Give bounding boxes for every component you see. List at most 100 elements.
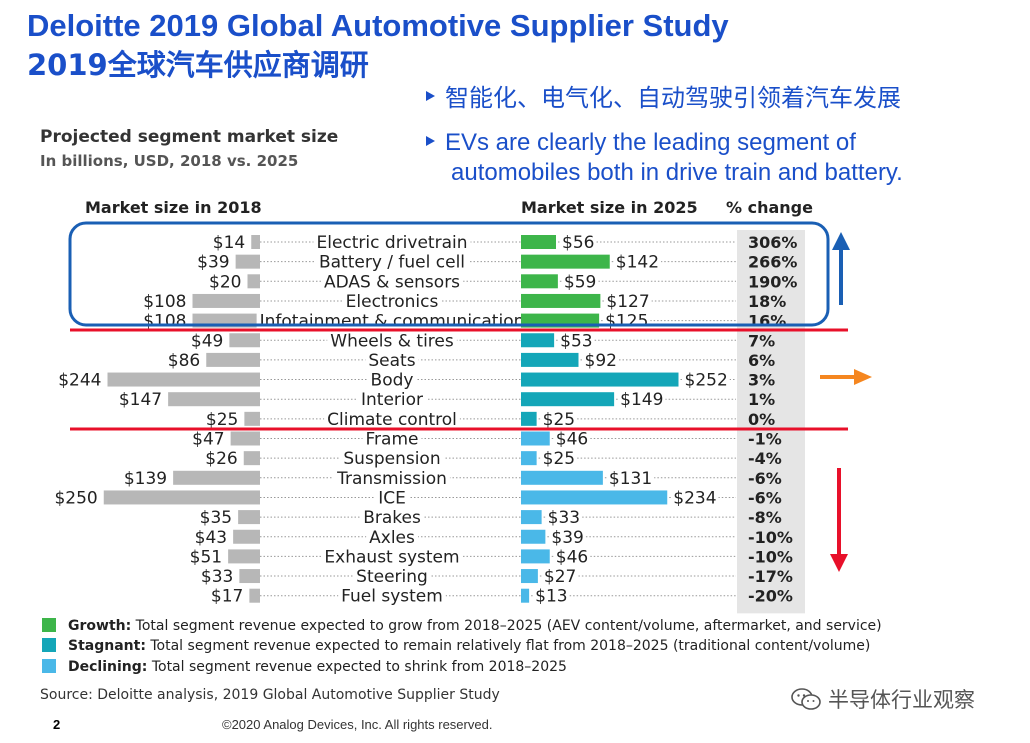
- bar-label-background: [560, 233, 597, 253]
- bar-label-background: [561, 272, 599, 293]
- bar-2025: [521, 470, 603, 485]
- bar-label-2025: $127: [606, 292, 649, 312]
- bar-2025: [521, 254, 610, 269]
- bar-label-background: [604, 291, 652, 312]
- bar-2025: [521, 274, 558, 289]
- bar-2025: [521, 569, 538, 584]
- bar-2025: [521, 510, 542, 525]
- bar-2018: [233, 529, 260, 544]
- chart-subtitle: In billions, USD, 2018 vs. 2025: [40, 152, 299, 170]
- legend-declining-text: Total segment revenue expected to shrink…: [151, 659, 567, 675]
- bar-label-2025: $25: [543, 410, 575, 430]
- triangle-bullet-icon: [426, 135, 435, 146]
- bar-label-2018: $108: [143, 292, 186, 312]
- growth-highlight-box: [68, 221, 830, 327]
- pct-change-background: [737, 230, 805, 614]
- bar-label-2018: $139: [124, 469, 167, 489]
- bar-2018: [243, 451, 260, 466]
- bar-label-background: [558, 331, 595, 352]
- category-label-background: [333, 468, 450, 489]
- bullet-text-2b: automobiles both in drive train and batt…: [451, 159, 903, 186]
- category-label-background: [353, 567, 431, 588]
- bar-2018: [107, 372, 260, 387]
- bar-2025: [521, 392, 615, 407]
- copyright-notice: ©2020 Analog Devices, Inc. All rights re…: [222, 717, 493, 732]
- page-title-chinese: 2019全球汽车供应商调研: [27, 48, 369, 82]
- bar-label-2025: $149: [620, 390, 663, 410]
- pct-change-value: 0%: [748, 410, 775, 429]
- bar-label-background: [541, 567, 579, 588]
- category-label: Interior: [361, 390, 423, 410]
- category-label-background: [365, 350, 419, 371]
- legend-growth: Growth: Total segment revenue expected t…: [42, 618, 882, 634]
- pct-change-value: 1%: [748, 390, 775, 409]
- bar-label-background: [545, 508, 583, 529]
- bar-label-2025: $53: [560, 331, 592, 351]
- bar-label-2018: $14: [213, 233, 245, 253]
- bar-2018: [251, 235, 260, 249]
- bar-label-2025: $46: [556, 547, 588, 567]
- category-label: ADAS & sensors: [324, 272, 460, 292]
- bar-2025: [521, 372, 679, 387]
- bar-2018: [168, 392, 260, 407]
- bar-label-2018: $86: [168, 351, 200, 371]
- bar-label-2025: $56: [562, 233, 594, 253]
- bar-label-background: [671, 488, 719, 509]
- bar-label-2025: $131: [609, 469, 652, 489]
- bar-2018: [192, 293, 260, 308]
- bullet-text-2a: EVs are clearly the leading segment of: [445, 129, 856, 156]
- bar-2018: [103, 490, 260, 505]
- pct-change-value: 16%: [748, 312, 786, 331]
- legend-declining: Declining: Total segment revenue expecte…: [42, 659, 567, 675]
- category-label: Exhaust system: [324, 547, 459, 567]
- bar-label-background: [603, 311, 651, 332]
- pct-change-value: -17%: [748, 567, 793, 586]
- legend-swatch-declining: [42, 659, 56, 673]
- bar-2025: [521, 293, 601, 308]
- bar-label-2018: $147: [119, 390, 162, 410]
- bullet-item-1: 智能化、电气化、自动驾驶引领着汽车发展: [426, 83, 901, 113]
- pct-change-value: -1%: [748, 430, 782, 449]
- watermark-text: 半导体行业观察: [828, 688, 975, 712]
- arrow-right-icon: [854, 369, 872, 385]
- legend-stagnant-text: Total segment revenue expected to remain…: [150, 638, 871, 654]
- category-label: Frame: [366, 430, 419, 450]
- bar-2025: [521, 588, 530, 603]
- bar-label-2018: $39: [197, 253, 229, 273]
- bar-2025: [521, 549, 550, 564]
- category-label: Axles: [369, 528, 415, 548]
- bar-label-2018: $33: [201, 567, 233, 587]
- bar-2025: [521, 235, 556, 249]
- bar-2025: [521, 529, 546, 544]
- bar-label-2018: $35: [200, 508, 232, 528]
- category-label-background: [321, 547, 463, 568]
- bar-2018: [229, 333, 260, 348]
- bar-2025: [521, 411, 537, 426]
- legend-swatch-stagnant: [42, 638, 56, 652]
- bar-label-2025: $13: [535, 587, 567, 607]
- bar-2018: [247, 274, 260, 289]
- pct-change-value: 190%: [748, 272, 797, 291]
- legend-stagnant: Stagnant: Total segment revenue expected…: [42, 638, 870, 654]
- bar-label-2018: $20: [209, 272, 241, 292]
- bar-2018: [230, 431, 260, 446]
- bullet-text-1: 智能化、电气化、自动驾驶引领着汽车发展: [445, 84, 901, 112]
- bar-label-background: [606, 468, 655, 489]
- category-label: Battery / fuel cell: [319, 253, 465, 273]
- category-label-background: [320, 272, 464, 293]
- category-label-background: [313, 233, 471, 253]
- bar-label-background: [682, 370, 730, 391]
- category-label: Brakes: [363, 508, 421, 528]
- bar-label-background: [582, 350, 619, 371]
- category-label: Infotainment & communication: [260, 312, 525, 332]
- pct-change-value: 6%: [748, 351, 775, 370]
- bar-label-2018: $17: [211, 587, 243, 607]
- pct-change-value: 18%: [748, 292, 786, 311]
- bar-label-background: [553, 547, 591, 568]
- bar-label-2025: $142: [616, 253, 659, 273]
- category-label: Transmission: [336, 469, 447, 489]
- column-header-change: % change: [726, 198, 813, 217]
- bar-label-background: [549, 527, 586, 548]
- bar-label-2018: $51: [190, 547, 222, 567]
- bar-label-2018: $244: [58, 371, 101, 391]
